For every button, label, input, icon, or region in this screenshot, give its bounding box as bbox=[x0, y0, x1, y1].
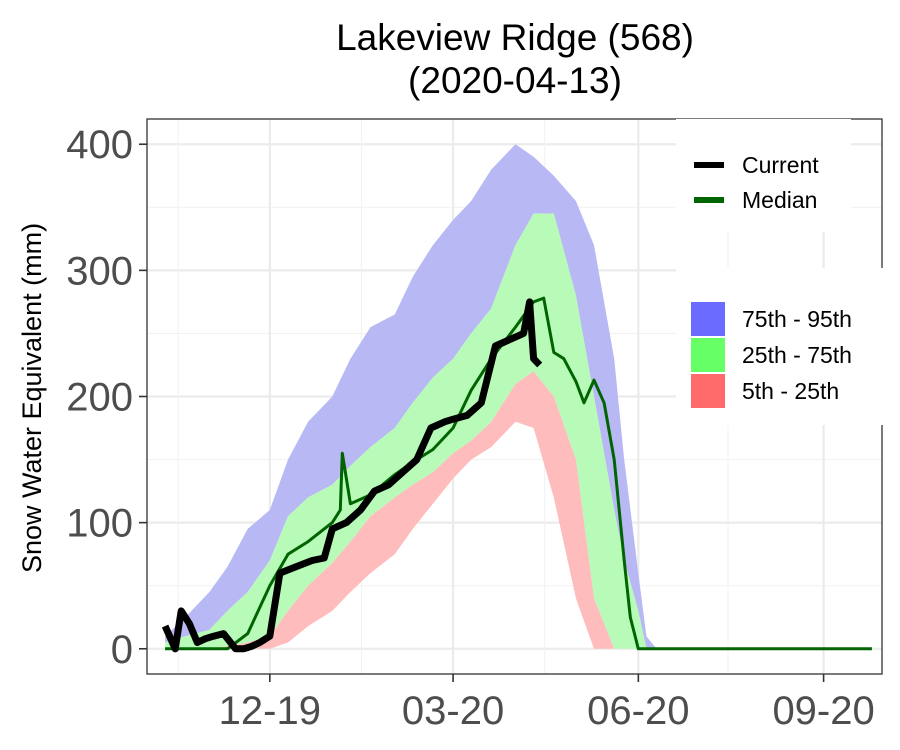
band-75-95 bbox=[165, 144, 872, 649]
x-tick-label: 12-19 bbox=[219, 689, 321, 733]
y-tick-label: 100 bbox=[66, 502, 133, 546]
band-5-25 bbox=[165, 371, 872, 649]
legend-swatch-band bbox=[691, 338, 725, 372]
y-axis-ticks: 0 100 200 300 400 bbox=[66, 123, 147, 672]
legend-label-band: 5th - 25th bbox=[742, 378, 839, 404]
series-lines bbox=[161, 296, 872, 653]
percentile-bands bbox=[165, 144, 872, 649]
legend-lines-box bbox=[676, 119, 851, 232]
legend-swatch-band bbox=[691, 302, 725, 336]
series-line-current bbox=[161, 298, 543, 653]
x-axis-ticks: 12-19 03-20 06-20 09-20 bbox=[219, 674, 875, 733]
x-tick-label: 09-20 bbox=[772, 689, 874, 733]
y-tick-label: 400 bbox=[66, 123, 133, 167]
x-tick-label: 03-20 bbox=[402, 689, 504, 733]
band-25-75 bbox=[165, 213, 872, 649]
x-tick-label: 06-20 bbox=[587, 689, 689, 733]
chart-title: Lakeview Ridge (568) bbox=[336, 17, 694, 58]
legend-label-median: Median bbox=[742, 187, 817, 213]
y-tick-label: 0 bbox=[111, 628, 133, 672]
legend-label-current: Current bbox=[742, 152, 819, 178]
legend-label-band: 25th - 75th bbox=[742, 342, 852, 368]
legend-label-band: 75th - 95th bbox=[742, 306, 852, 332]
y-tick-label: 300 bbox=[66, 249, 133, 293]
legend: Current Median 75th - 95th 25th - 75th 5th -… bbox=[676, 119, 884, 425]
chart-subtitle: (2020-04-13) bbox=[408, 60, 622, 101]
y-axis-label: Snow Water Equivalent (mm) bbox=[17, 223, 47, 573]
legend-swatch-band bbox=[691, 374, 725, 408]
y-tick-label: 200 bbox=[66, 376, 133, 420]
